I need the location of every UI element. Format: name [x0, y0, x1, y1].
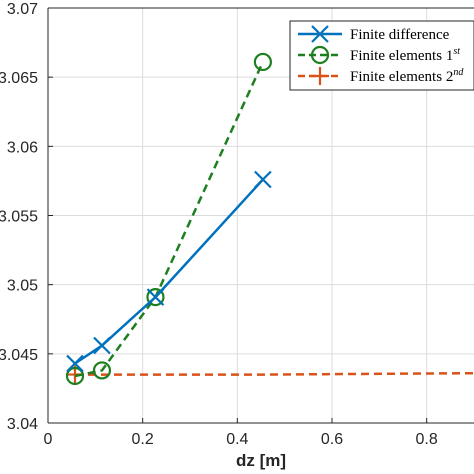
y-tick-label: 3.04	[7, 416, 38, 433]
plus-marker	[311, 67, 329, 85]
x-tick-label: 0	[44, 431, 53, 448]
legend-label: Finite elements 1st	[350, 46, 460, 64]
series-line	[74, 61, 265, 378]
legend-entry: Finite difference	[298, 25, 450, 43]
y-tick-label: 3.065	[0, 70, 38, 87]
y-tick-label: 3.045	[0, 347, 38, 364]
x-marker	[93, 336, 111, 355]
tick-labels: 0 0.2 0.4 0.6 0.8 3.04 3.045 3.05 3.055 3.06 3.065…	[0, 1, 438, 448]
y-tick-label: 3.07	[7, 1, 38, 18]
circle-marker	[65, 366, 85, 386]
y-tick-label: 3.05	[7, 278, 38, 295]
circle-marker	[310, 45, 330, 65]
series-layer	[65, 52, 474, 386]
x-axis-label: dz [m]	[236, 451, 286, 470]
series-1	[66, 170, 272, 373]
x-tick-label: 0.2	[132, 431, 154, 448]
legend-superscript: st	[453, 46, 460, 57]
legend: Finite difference Finite elements 1st Fini…	[289, 20, 474, 91]
axes	[47, 7, 474, 424]
series-line	[74, 371, 474, 376]
x-marker	[146, 288, 165, 306]
circle-marker	[253, 52, 272, 72]
legend-label: Finite elements 2nd	[350, 67, 464, 85]
x-tick-label: 0.8	[416, 431, 438, 448]
legend-superscript: nd	[453, 67, 464, 78]
x-marker	[311, 25, 329, 43]
x-tick-label: 0.6	[321, 431, 343, 448]
series-2	[65, 52, 272, 386]
legend-label: Finite difference	[350, 27, 450, 43]
x-marker	[66, 354, 84, 373]
x-marker	[254, 170, 272, 189]
legend-entry: Finite elements 2nd	[298, 67, 464, 85]
circle-marker	[92, 361, 112, 380]
y-tick-label: 3.06	[7, 139, 38, 156]
circle-marker	[146, 288, 165, 307]
series-line	[74, 178, 264, 365]
legend-entry: Finite elements 1st	[298, 45, 460, 65]
x-tick-label: 0.4	[226, 431, 248, 448]
y-tick-label: 3.055	[0, 209, 38, 226]
